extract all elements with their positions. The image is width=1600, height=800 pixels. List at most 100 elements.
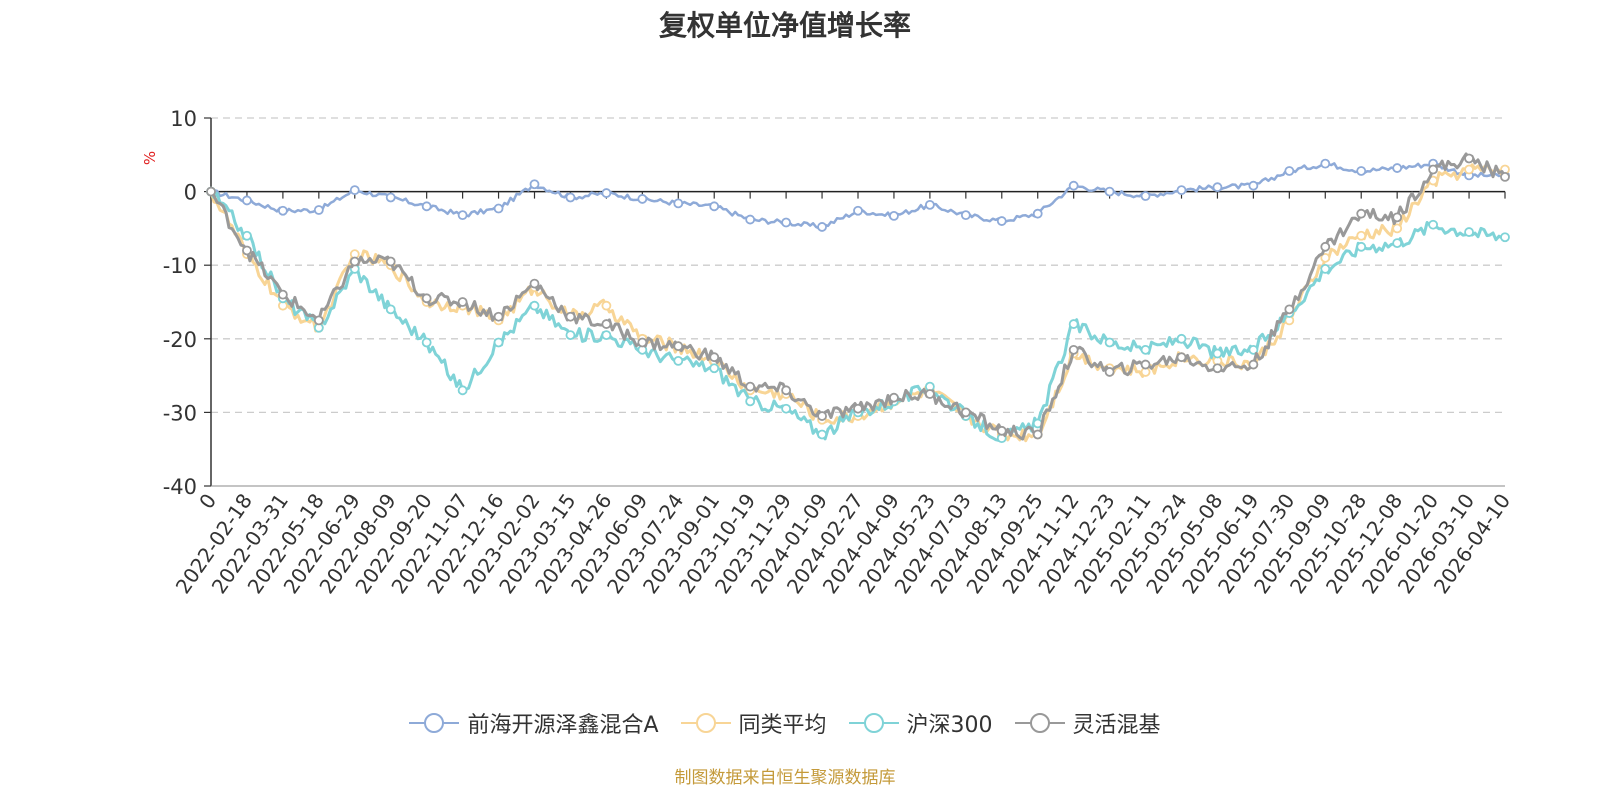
data-point[interactable] [889, 392, 899, 403]
data-point[interactable] [565, 192, 576, 203]
data-point[interactable] [313, 205, 324, 215]
data-point[interactable] [1212, 363, 1223, 374]
data-point[interactable] [349, 256, 360, 267]
data-point[interactable] [1212, 182, 1223, 193]
data-point[interactable] [745, 381, 756, 392]
data-point[interactable] [1392, 212, 1403, 223]
data-point[interactable] [565, 330, 576, 341]
data-point[interactable] [601, 330, 612, 341]
data-point[interactable] [1500, 232, 1510, 243]
data-point[interactable] [1068, 319, 1079, 329]
data-point[interactable] [709, 352, 720, 363]
data-point[interactable] [1320, 241, 1331, 252]
data-point[interactable] [1284, 166, 1295, 176]
data-point[interactable] [1428, 164, 1439, 175]
data-point[interactable] [457, 385, 468, 396]
data-point[interactable] [1176, 185, 1187, 196]
data-point[interactable] [277, 289, 288, 300]
data-point[interactable] [745, 396, 756, 407]
data-point[interactable] [637, 337, 648, 348]
data-point[interactable] [673, 341, 684, 352]
data-point[interactable] [493, 203, 504, 214]
data-point[interactable] [1356, 230, 1367, 241]
data-point[interactable] [457, 210, 468, 221]
data-point[interactable] [421, 293, 432, 304]
data-point[interactable] [565, 311, 576, 322]
data-point[interactable] [1140, 359, 1151, 370]
data-point[interactable] [1500, 171, 1510, 182]
data-point[interactable] [853, 205, 863, 216]
data-point[interactable] [817, 429, 827, 440]
data-point[interactable] [385, 256, 396, 267]
data-point[interactable] [996, 216, 1007, 226]
data-point[interactable] [1140, 191, 1151, 201]
data-point[interactable] [960, 407, 971, 418]
legend-item-peer-average[interactable]: 同类平均 [680, 707, 827, 739]
data-point[interactable] [313, 315, 324, 326]
data-point[interactable] [601, 319, 612, 329]
data-point[interactable] [601, 188, 612, 198]
data-point[interactable] [1464, 153, 1474, 164]
data-point[interactable] [1392, 223, 1403, 234]
data-point[interactable] [1176, 352, 1187, 363]
data-point[interactable] [421, 201, 432, 212]
data-point[interactable] [1464, 227, 1474, 237]
data-point[interactable] [601, 300, 612, 311]
data-point[interactable] [493, 337, 504, 348]
data-point[interactable] [1104, 367, 1115, 377]
data-point[interactable] [1392, 163, 1403, 173]
data-point[interactable] [529, 300, 540, 311]
data-point[interactable] [1320, 158, 1331, 169]
data-point[interactable] [493, 311, 504, 322]
data-point[interactable] [1464, 164, 1474, 175]
data-point[interactable] [457, 297, 468, 307]
data-point[interactable] [817, 222, 827, 232]
legend-item-csi300[interactable]: 沪深300 [848, 707, 993, 739]
data-point[interactable] [673, 355, 684, 366]
data-point[interactable] [781, 385, 792, 396]
data-point[interactable] [1140, 344, 1151, 355]
data-point[interactable] [206, 186, 216, 197]
data-point[interactable] [1068, 344, 1079, 355]
data-point[interactable] [242, 195, 252, 206]
data-point[interactable] [709, 363, 720, 374]
data-point[interactable] [709, 201, 720, 212]
data-point[interactable] [1320, 263, 1331, 274]
data-point[interactable] [924, 389, 935, 399]
data-point[interactable] [421, 337, 432, 348]
data-point[interactable] [889, 210, 899, 221]
data-point[interactable] [1176, 333, 1187, 344]
data-point[interactable] [637, 194, 648, 204]
data-point[interactable] [1068, 180, 1079, 191]
data-point[interactable] [1248, 359, 1259, 370]
data-point[interactable] [242, 245, 252, 256]
data-point[interactable] [529, 278, 540, 289]
data-point[interactable] [1032, 429, 1043, 440]
data-point[interactable] [242, 230, 252, 241]
legend-item-fund[interactable]: 前海开源泽鑫混合A [409, 707, 659, 739]
data-point[interactable] [1428, 219, 1439, 230]
data-point[interactable] [385, 192, 396, 203]
data-point[interactable] [1032, 208, 1043, 219]
data-point[interactable] [1284, 304, 1295, 315]
data-point[interactable] [853, 403, 863, 414]
data-point[interactable] [1248, 344, 1259, 355]
data-point[interactable] [817, 411, 827, 421]
data-point[interactable] [277, 205, 288, 216]
data-point[interactable] [924, 199, 935, 210]
data-point[interactable] [745, 214, 756, 225]
data-point[interactable] [529, 179, 540, 190]
data-point[interactable] [673, 198, 684, 209]
data-point[interactable] [1212, 348, 1223, 359]
data-point[interactable] [1320, 252, 1331, 263]
data-point[interactable] [1104, 186, 1115, 197]
data-point[interactable] [1248, 180, 1259, 191]
data-point[interactable] [781, 217, 792, 228]
data-point[interactable] [996, 425, 1007, 436]
data-point[interactable] [385, 304, 396, 315]
data-point[interactable] [1356, 208, 1367, 219]
data-point[interactable] [781, 403, 792, 414]
data-point[interactable] [1104, 337, 1115, 348]
data-point[interactable] [1356, 241, 1367, 252]
data-point[interactable] [1392, 238, 1403, 249]
